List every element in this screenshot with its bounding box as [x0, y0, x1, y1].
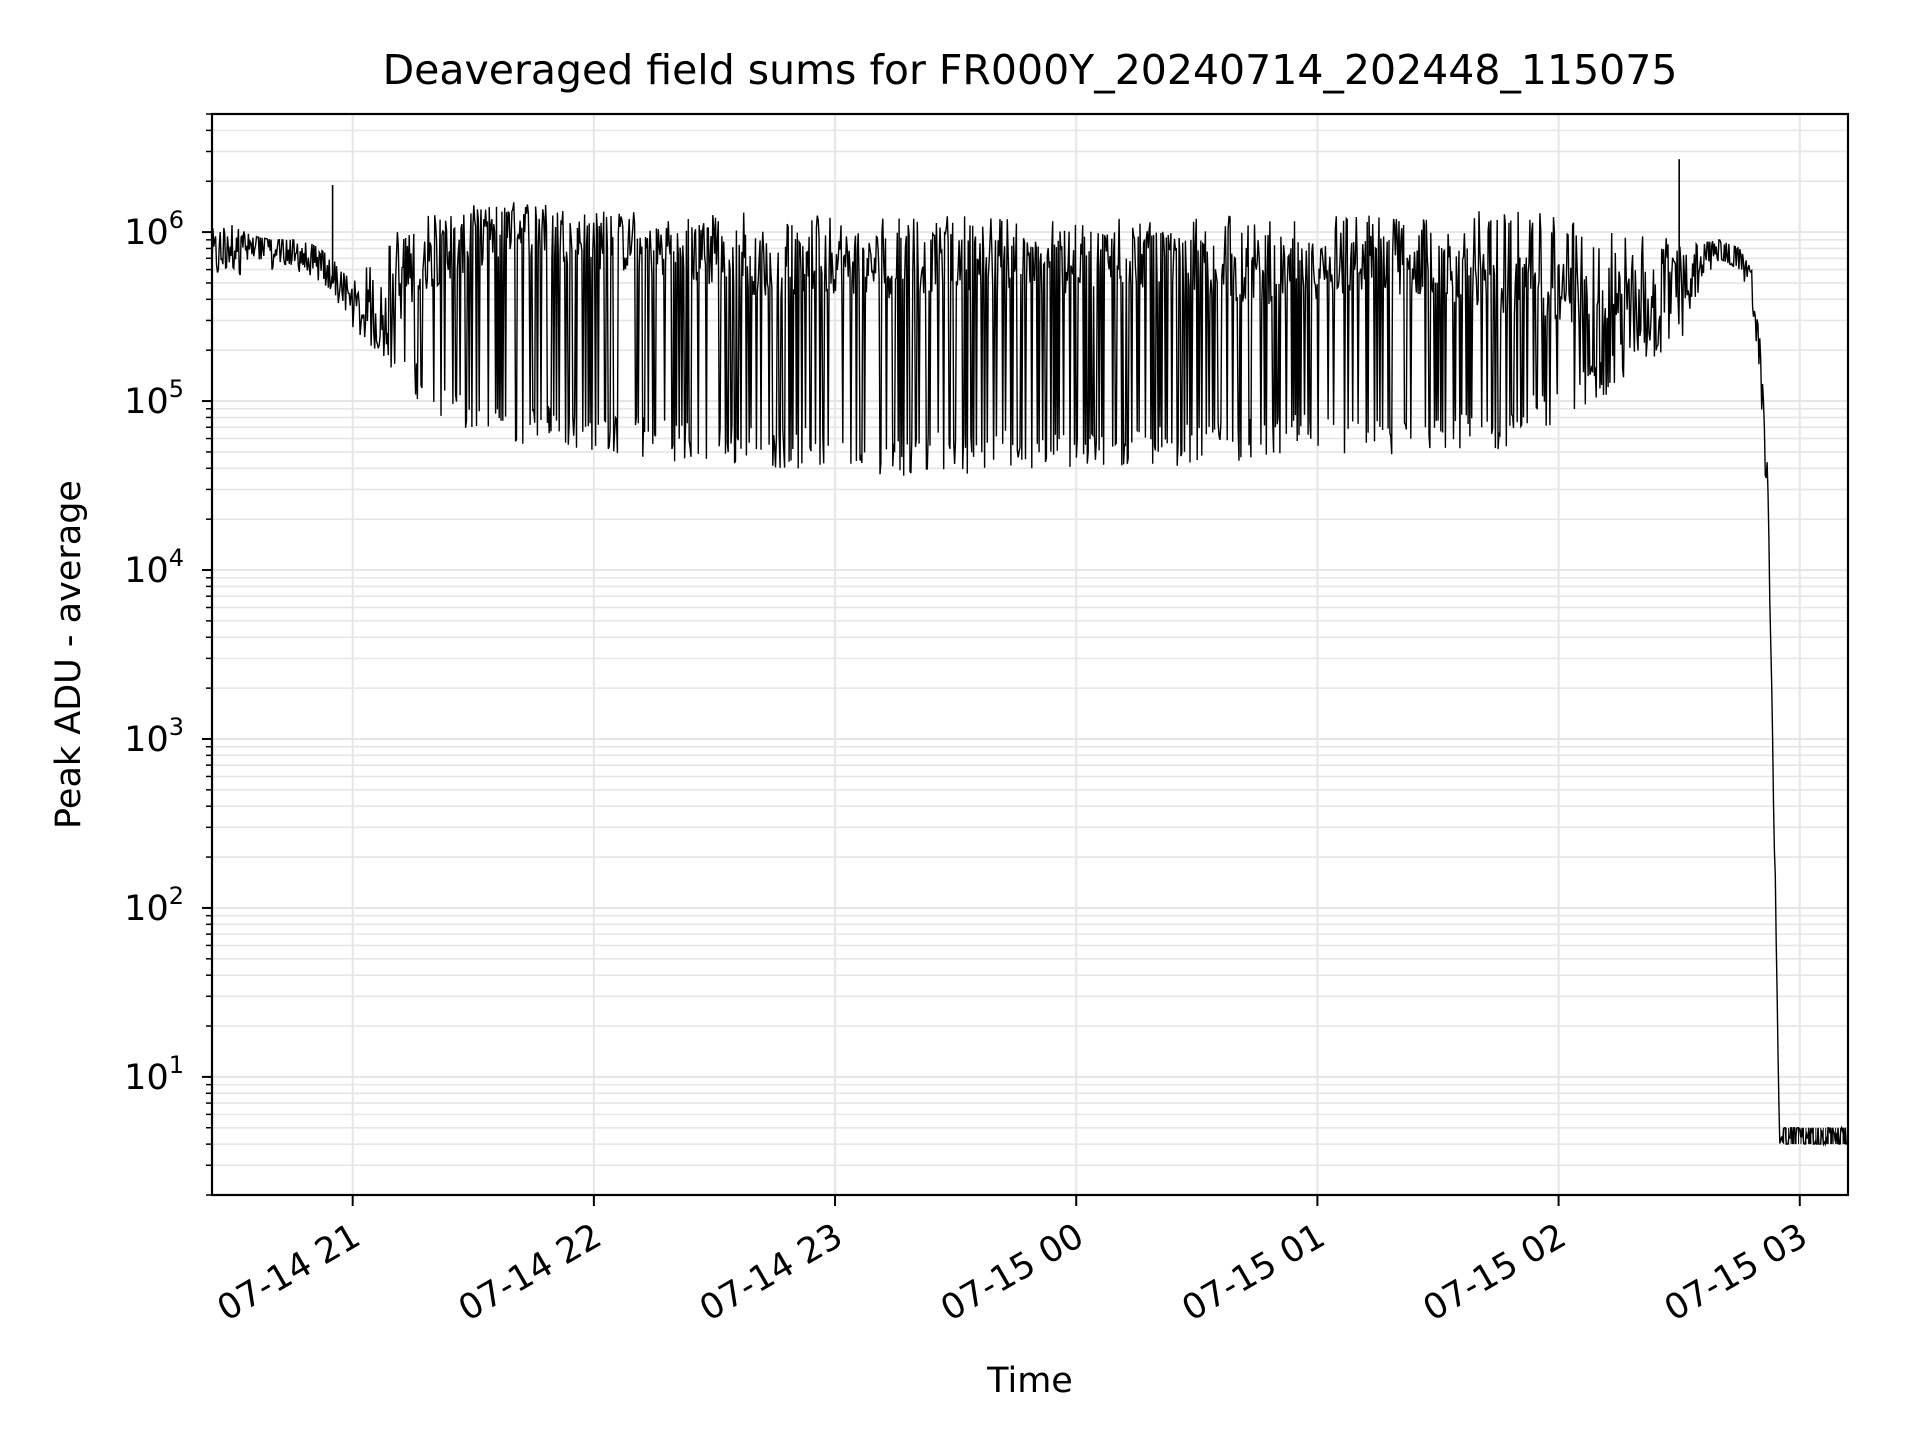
y-tick-label: 104	[124, 544, 184, 591]
y-tick-exponent: 4	[169, 544, 184, 572]
y-tick-base: 10	[124, 382, 169, 422]
y-tick-base: 10	[124, 720, 169, 760]
x-axis-label: Time	[986, 1361, 1073, 1401]
y-tick-base: 10	[124, 551, 169, 591]
y-tick-exponent: 6	[169, 206, 184, 234]
y-tick-exponent: 1	[169, 1051, 184, 1079]
y-tick-exponent: 5	[169, 375, 184, 403]
y-tick-base: 10	[124, 889, 169, 929]
series-layer	[211, 159, 1849, 1147]
series-line	[211, 202, 1849, 1147]
y-tick-base: 10	[124, 213, 169, 253]
y-tick-label: 105	[124, 375, 184, 422]
plot-frame	[210, 112, 1850, 1197]
y-tick-label: 103	[124, 713, 184, 760]
y-tick-label: 102	[124, 882, 184, 929]
y-tick-label: 101	[124, 1051, 184, 1098]
y-tick-label: 106	[124, 206, 184, 253]
chart-title: Deaveraged field sums for FR000Y_2024071…	[383, 46, 1678, 94]
y-tick-base: 10	[124, 1058, 169, 1098]
y-tick-exponent: 2	[169, 882, 184, 910]
y-tick-exponent: 3	[169, 713, 184, 741]
y-axis-label: Peak ADU - average	[49, 480, 89, 829]
